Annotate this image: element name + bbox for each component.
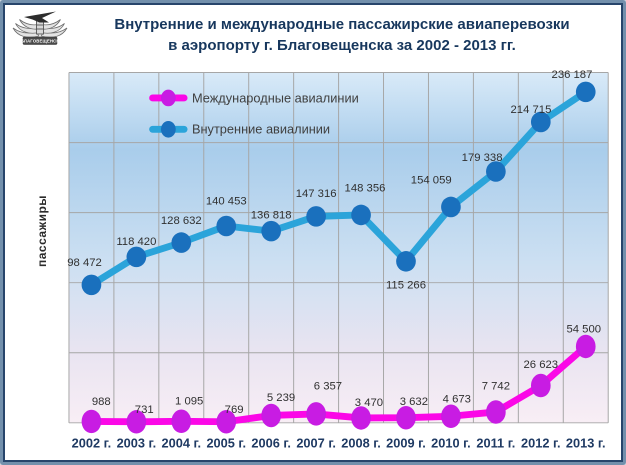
logo-caption: БЛАГОВЕЩЕНСК xyxy=(21,38,60,43)
airport-logo-svg: БЛАГОВЕЩЕНСК xyxy=(12,11,68,45)
legend-item-domestic: Внутренние авиалинии xyxy=(149,120,330,138)
data-point-marker-domestic xyxy=(81,274,102,296)
data-point-label-international: 3 470 xyxy=(355,397,383,409)
data-point-marker-domestic xyxy=(261,220,282,242)
data-point-marker-domestic xyxy=(486,161,506,182)
control-tower-icon xyxy=(36,20,44,35)
x-axis-label: 2005 г. xyxy=(206,435,246,450)
data-point-marker-international xyxy=(171,409,192,434)
data-point-label-international: 26 623 xyxy=(524,359,559,371)
data-point-label-international: 6 357 xyxy=(314,380,342,392)
data-point-marker-domestic xyxy=(306,206,326,227)
data-point-label-international: 988 xyxy=(92,396,111,408)
data-point-label-domestic: 118 420 xyxy=(116,236,156,248)
data-point-marker-international xyxy=(441,404,461,429)
x-axis-label: 2007 г. xyxy=(296,435,336,450)
data-point-label-international: 5 239 xyxy=(267,392,295,404)
x-axis-label: 2002 г. xyxy=(72,435,112,450)
legend-label-international: Международные авиалинии xyxy=(192,90,359,105)
data-point-marker-domestic xyxy=(530,111,551,133)
data-point-label-domestic: 98 472 xyxy=(67,257,102,269)
airplane-icon xyxy=(24,11,56,23)
data-point-marker-international xyxy=(306,402,326,426)
data-point-label-domestic: 115 266 xyxy=(386,280,426,292)
airport-logo: БЛАГОВЕЩЕНСК xyxy=(11,8,69,52)
data-point-marker-domestic xyxy=(351,204,371,226)
data-point-label-international: 54 500 xyxy=(566,324,601,336)
data-point-marker-domestic xyxy=(441,196,461,218)
data-point-label-domestic: 214 715 xyxy=(511,104,552,116)
data-point-marker-international xyxy=(216,409,237,434)
data-point-label-international: 3 632 xyxy=(400,396,428,408)
x-axis-label: 2009 г. xyxy=(386,435,426,450)
data-point-label-international: 731 xyxy=(135,404,154,416)
data-point-marker-international xyxy=(396,405,416,430)
data-point-label-domestic: 179 338 xyxy=(462,152,503,164)
data-point-label-domestic: 154 059 xyxy=(411,174,452,186)
x-axis-label: 2013 г. xyxy=(566,435,606,450)
x-axis-label: 2011 г. xyxy=(476,435,515,450)
data-point-label-international: 7 742 xyxy=(482,380,510,392)
x-axis-label: 2012 г. xyxy=(521,435,561,450)
data-point-marker-international xyxy=(486,400,506,424)
data-point-marker-domestic xyxy=(126,246,147,268)
x-axis-label: 2004 г. xyxy=(162,435,202,450)
data-point-label-domestic: 236 187 xyxy=(552,69,593,81)
logo-banner xyxy=(22,36,58,45)
x-axis-label: 2006 г. xyxy=(251,435,291,450)
data-point-marker-international xyxy=(261,403,282,428)
x-axis-label: 2003 г. xyxy=(117,435,157,450)
x-axis-label: 2008 г. xyxy=(341,435,381,450)
legend-marker-icon-international xyxy=(160,89,176,107)
data-point-label-domestic: 148 356 xyxy=(345,182,386,194)
data-point-label-domestic: 128 632 xyxy=(161,215,202,227)
chart-title: Внутренние и международные пассажирские … xyxy=(75,14,609,56)
line-chart: 988 731 1 095 769 5 239 6 357 3 470 3 632 4 673 7… xyxy=(67,69,609,450)
data-point-marker-international xyxy=(530,373,551,398)
data-point-marker-domestic xyxy=(396,251,416,272)
x-axis-label: 2010 г. xyxy=(431,435,471,450)
legend-item-international: Международные авиалинии xyxy=(149,89,359,107)
data-point-marker-international xyxy=(575,334,596,359)
data-point-marker-domestic xyxy=(575,81,596,103)
data-point-marker-domestic xyxy=(216,215,237,237)
data-point-label-domestic: 136 818 xyxy=(251,209,292,221)
chart-title-line1: Внутренние и международные пассажирские … xyxy=(114,16,570,33)
data-point-label-domestic: 147 316 xyxy=(296,188,337,200)
data-point-marker-international xyxy=(126,410,147,434)
slide-content: БЛАГОВЕЩЕНСК Внутренние и международные … xyxy=(5,5,621,460)
data-point-label-international: 769 xyxy=(225,404,244,416)
chart-title-line2: в аэропорту г. Благовещенска за 2002 - 2… xyxy=(168,37,516,54)
data-point-label-international: 1 095 xyxy=(175,396,203,408)
legend-label-domestic: Внутренние авиалинии xyxy=(192,122,330,137)
data-point-label-international: 4 673 xyxy=(443,394,471,406)
data-point-label-domestic: 140 453 xyxy=(206,196,247,208)
data-point-marker-domestic xyxy=(171,232,192,253)
legend-marker-icon-domestic xyxy=(160,120,176,138)
data-point-marker-international xyxy=(351,406,371,430)
data-point-marker-international xyxy=(81,409,102,434)
